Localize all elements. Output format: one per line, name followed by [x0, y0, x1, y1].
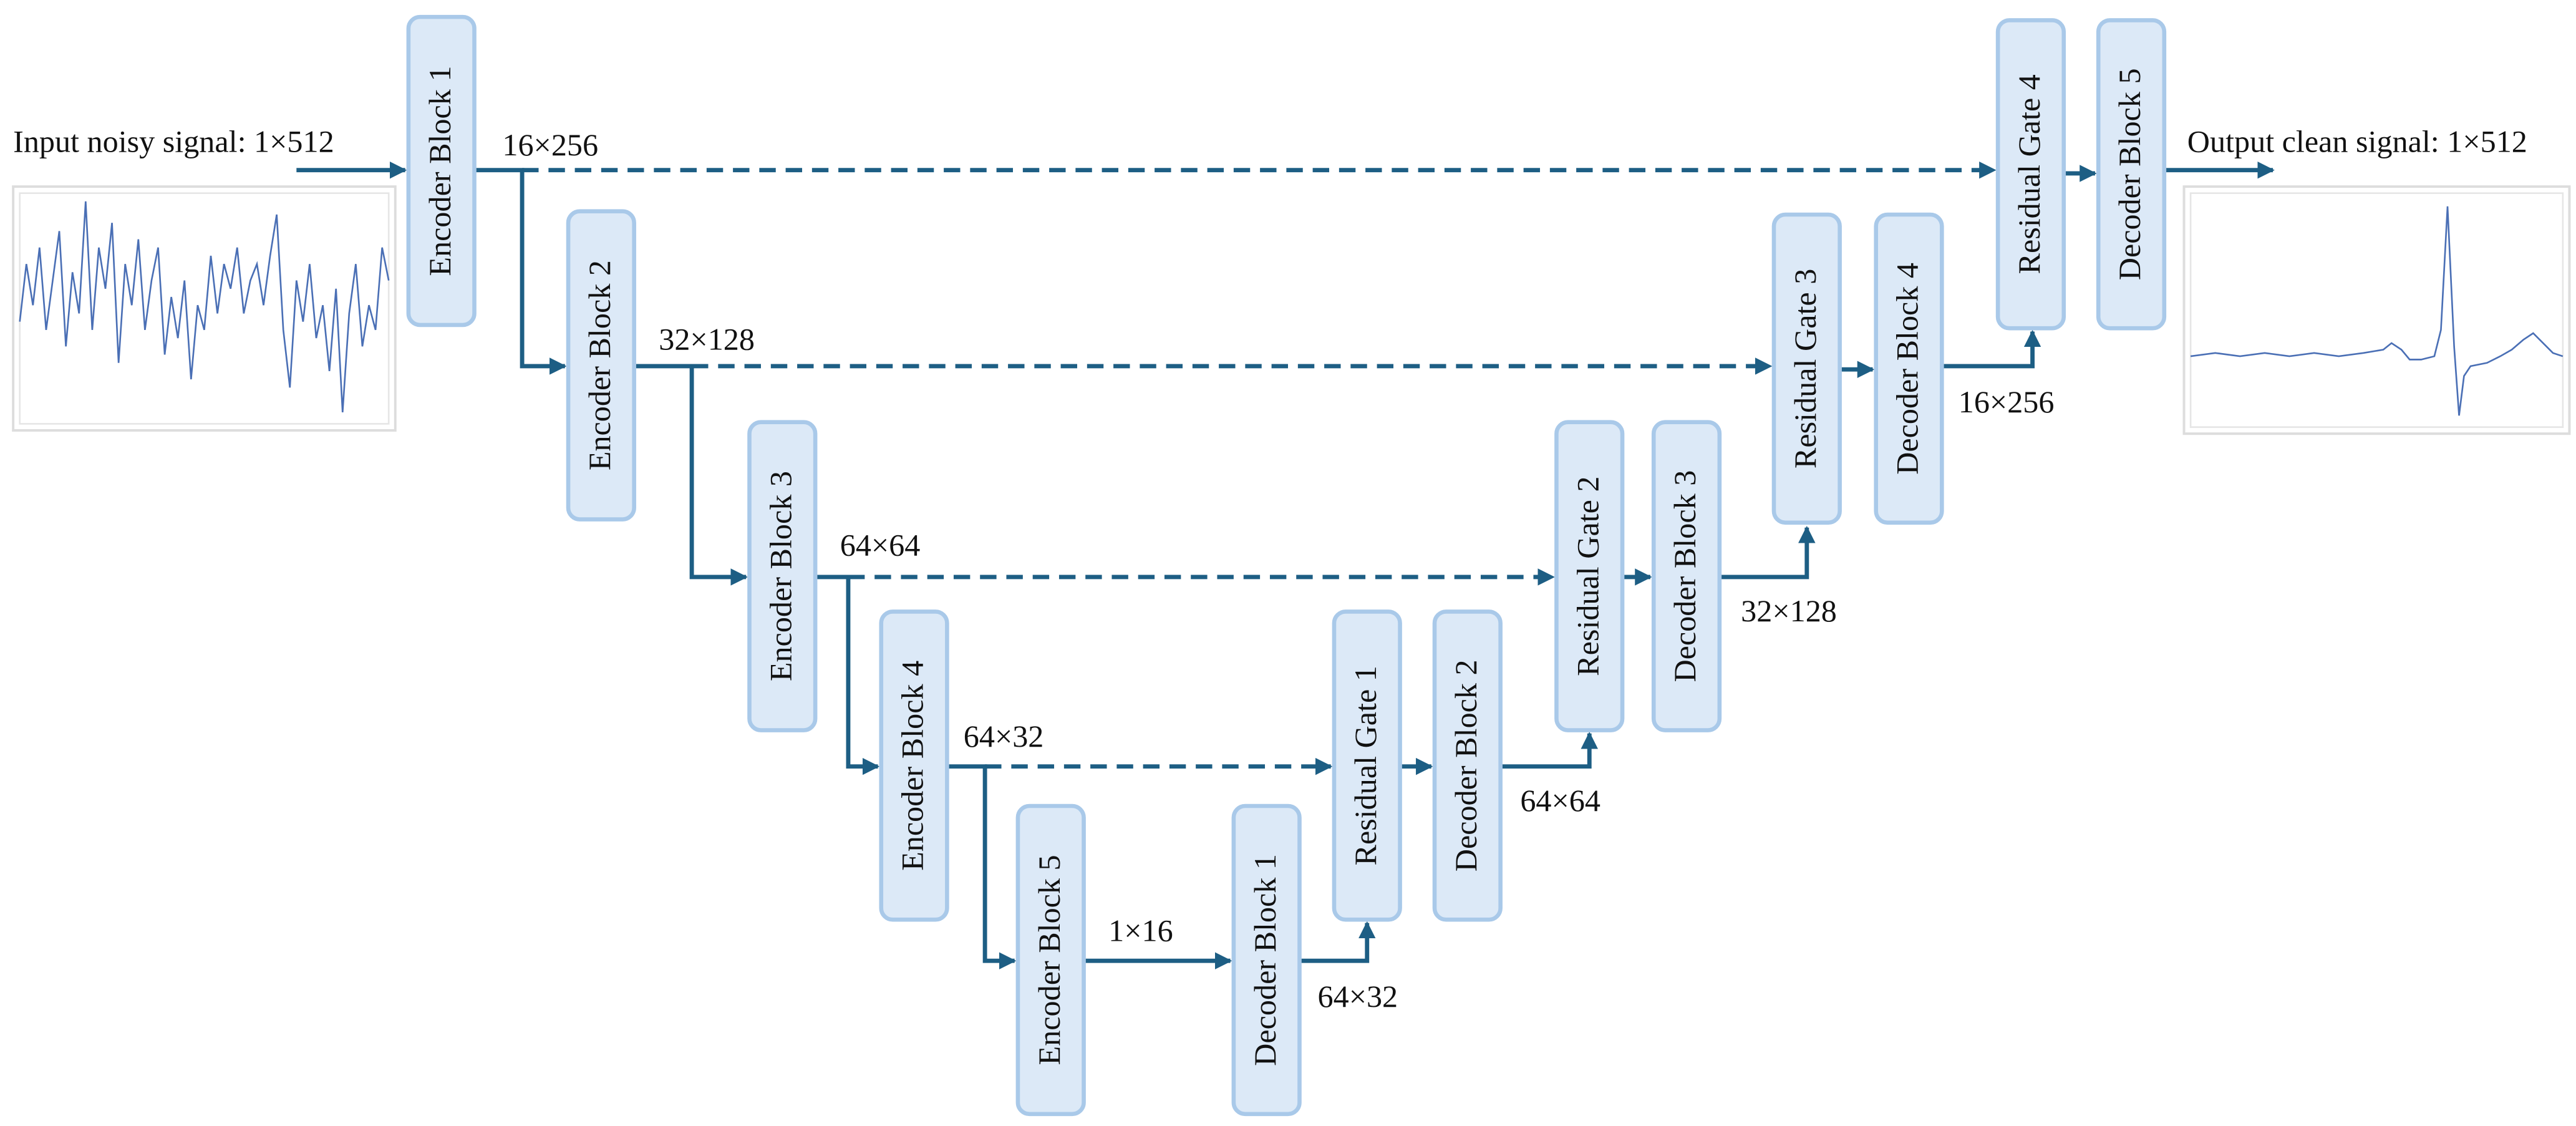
output-signal-inner	[2189, 192, 2564, 428]
input-signal-inner	[19, 192, 390, 425]
block	[1231, 803, 1302, 1117]
block	[566, 209, 636, 522]
block	[1332, 609, 1402, 922]
input-signal	[19, 201, 390, 412]
dimension-label: 32×128	[659, 322, 755, 357]
block-label: Decoder Block 3	[1667, 470, 1702, 682]
dimension-label: 1×16	[1108, 913, 1173, 948]
arrow	[815, 575, 880, 775]
dimension-label: 16×256	[502, 127, 598, 162]
block-label: Residual Gate 2	[1570, 476, 1605, 676]
block	[1554, 420, 1625, 732]
input-signal-frame	[12, 185, 397, 432]
block	[1651, 420, 1722, 732]
block	[2096, 18, 2167, 331]
output-signal-frame	[2182, 185, 2571, 435]
block-label: Residual Gate 1	[1348, 666, 1383, 865]
output-signal	[2190, 206, 2564, 416]
block-label: Encoder Block 4	[895, 661, 930, 871]
block-label: Encoder Block 1	[422, 66, 457, 276]
block	[747, 420, 818, 732]
dimension-label: 64×32	[964, 719, 1044, 754]
block-label: Encoder Block 5	[1032, 855, 1067, 1065]
block	[1432, 609, 1503, 922]
arrow	[476, 168, 567, 375]
input-label: Input noisy signal: 1×512	[13, 124, 334, 159]
dimension-label: 16×256	[1959, 384, 2055, 419]
block-label: Residual Gate 3	[1788, 269, 1823, 468]
block	[1874, 212, 1944, 525]
block-label: Decoder Block 2	[1448, 659, 1483, 871]
dimension-label: 64×32	[1318, 979, 1398, 1014]
block	[406, 14, 477, 328]
arrow	[947, 764, 1017, 969]
dimension-label: 64×64	[840, 528, 921, 563]
arrow	[1500, 732, 1598, 769]
dimension-label: 64×64	[1520, 783, 1600, 818]
output-label: Output clean signal: 1×512	[2187, 124, 2527, 159]
dimension-label: 32×128	[1741, 593, 1837, 628]
block-label: Decoder Block 5	[2112, 68, 2147, 280]
block	[1015, 803, 1086, 1117]
block-label: Decoder Block 4	[1890, 263, 1925, 475]
arrow	[1719, 525, 1816, 580]
block-label: Decoder Block 1	[1247, 854, 1282, 1066]
block	[1771, 212, 1842, 525]
block	[1995, 18, 2066, 331]
block-label: Residual Gate 4	[2012, 74, 2046, 274]
arrow	[634, 364, 748, 586]
arrow	[1299, 921, 1376, 963]
block-label: Encoder Block 2	[582, 260, 617, 470]
block-label: Encoder Block 3	[763, 471, 798, 681]
arrow	[1942, 329, 2041, 369]
block	[879, 609, 949, 922]
